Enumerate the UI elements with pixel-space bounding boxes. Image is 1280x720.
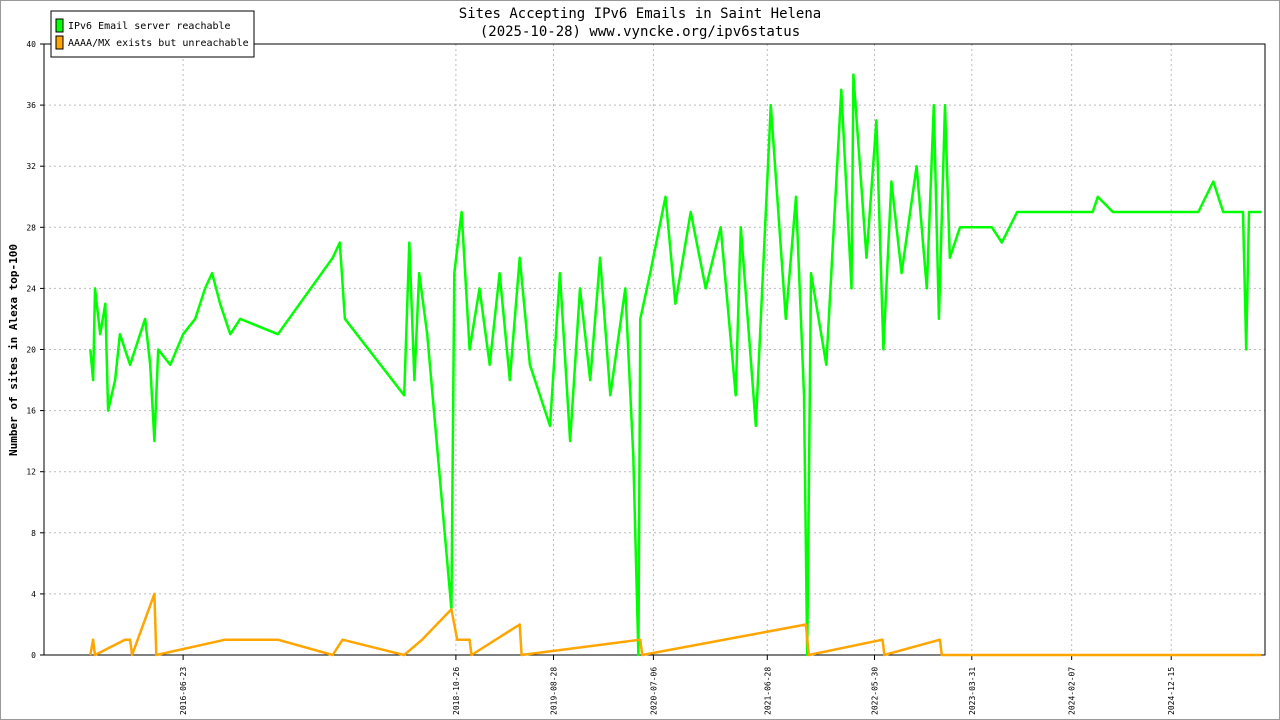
x-tick-label: 2023-03-31 [968,667,977,715]
legend-swatch [55,18,64,33]
chart-title: Sites Accepting IPv6 Emails in Saint Hel… [459,6,821,22]
x-tick-label: 2020-07-06 [649,667,658,715]
y-tick-label: 0 [31,651,36,660]
x-tick-label: 2016-06-23 [179,667,188,715]
y-tick-label: 40 [26,40,36,49]
series-line [89,592,1262,657]
y-tick-label: 28 [26,223,36,232]
y-tick-label: 24 [26,284,36,293]
x-tick-label: 2019-08-28 [550,667,559,715]
legend-label: AAAA/MX exists but unreachable [68,38,249,49]
y-tick-label: 20 [26,346,36,355]
legend-box [50,10,255,58]
y-axis-label: Number of sites in Alexa top-100 [7,244,20,456]
chart-subtitle: (2025-10-28) www.vyncke.org/ipv6status [480,24,800,40]
y-tick-label: 4 [31,590,36,599]
y-tick-label: 36 [26,101,36,110]
x-tick-label: 2018-10-26 [452,667,461,715]
series-line [89,73,1262,657]
y-tick-label: 8 [31,529,36,538]
x-tick-label: 2022-05-30 [870,667,879,715]
x-tick-label: 2021-06-28 [763,667,772,715]
x-tick-label: 2024-02-07 [1068,667,1077,715]
x-tick-label: 2024-12-15 [1167,667,1176,715]
y-tick-label: 16 [26,407,36,416]
legend-label: IPv6 Email server reachable [68,21,231,32]
plot-area [43,43,1266,656]
y-tick-label: 32 [26,162,36,171]
y-tick-label: 12 [26,468,36,477]
legend-swatch [55,35,64,50]
